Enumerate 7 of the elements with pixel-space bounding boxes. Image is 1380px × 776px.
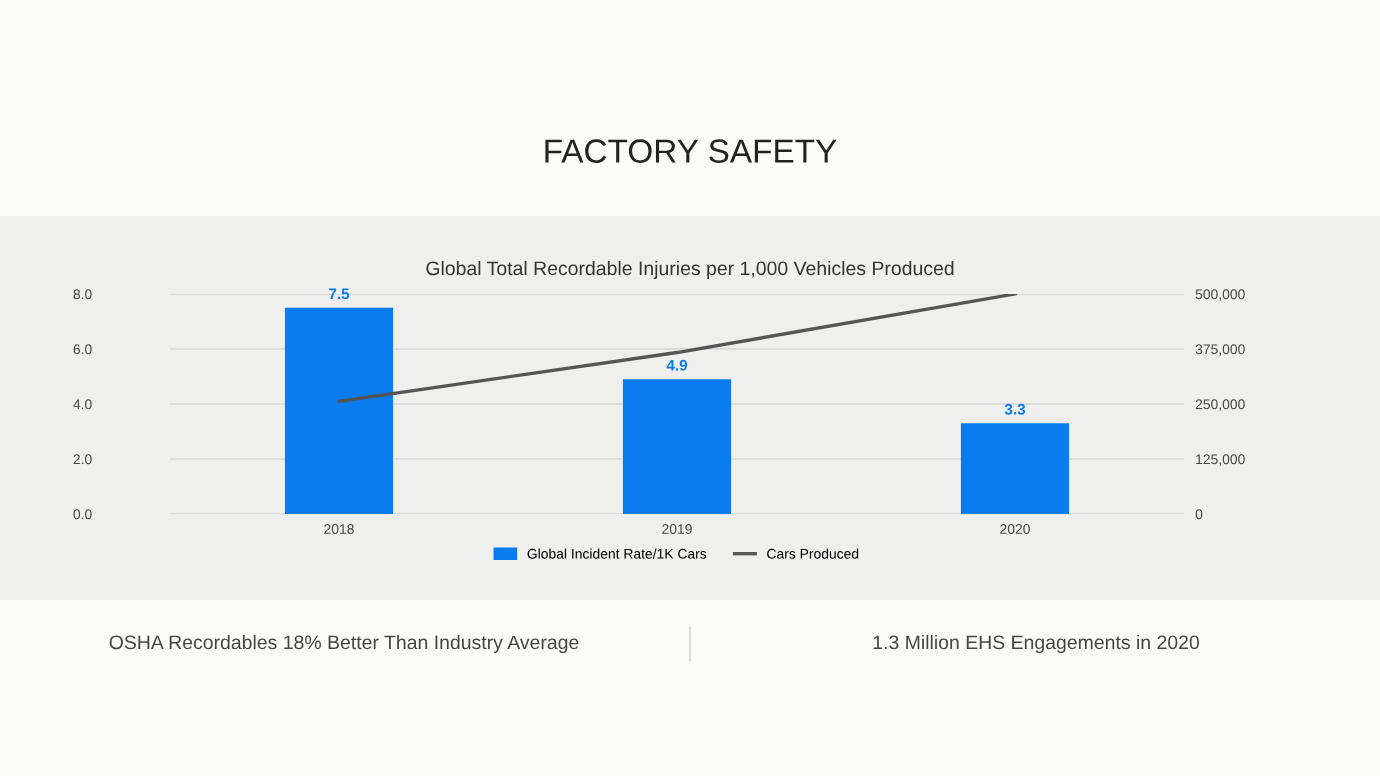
chart-subtitle: Global Total Recordable Injuries per 1,000 Vehicles Produced	[426, 260, 954, 280]
bar	[284, 307, 394, 514]
text: 1.3 Million EHS Engagements in 2020	[873, 634, 1199, 654]
chart-title: FACTORY SAFETY	[545, 139, 837, 163]
bar	[622, 379, 732, 514]
text: OSHA Recordables 18% Better Than Industry Average	[109, 634, 579, 654]
bar	[960, 423, 1070, 514]
